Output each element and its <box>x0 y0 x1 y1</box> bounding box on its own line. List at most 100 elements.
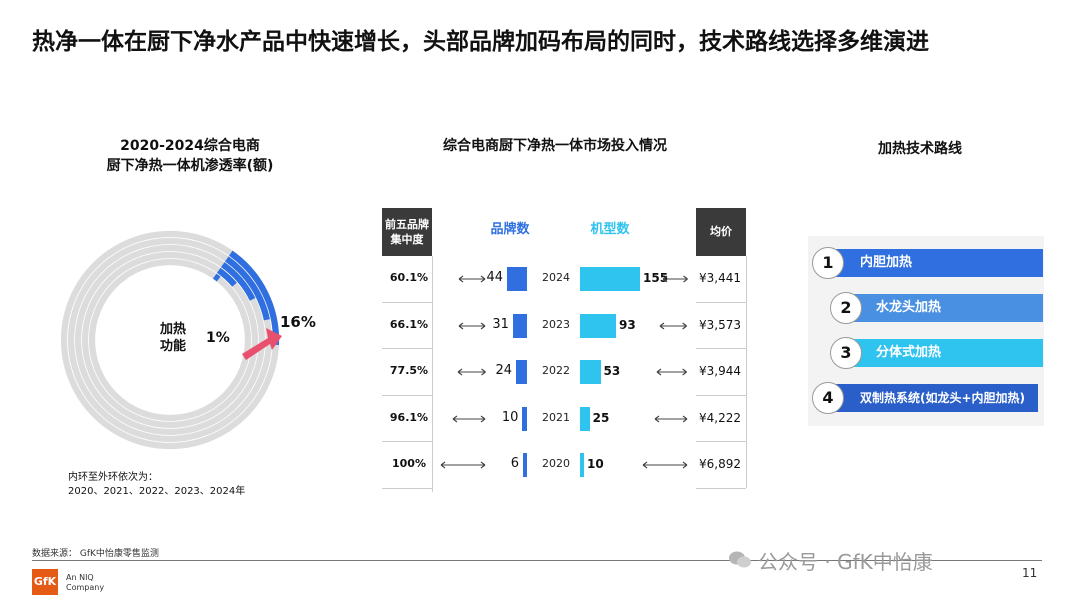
penetration-donut-chart <box>60 230 282 450</box>
tech-route-label: 水龙头加热 <box>876 300 942 315</box>
price-arrow-icon <box>660 322 688 330</box>
brand-count-label: 10 <box>501 409 519 425</box>
tech-route-label: 双制热系统(如龙头+内胆加热) <box>860 391 1026 405</box>
row-divider <box>696 301 746 303</box>
ring-track-2020 <box>88 258 252 422</box>
top5-concentration-value: 60.1% <box>389 271 429 285</box>
year-label: 2024 <box>542 271 570 285</box>
avg-price-value: ¥3,441 <box>699 271 741 286</box>
growth-arrow-icon <box>242 328 282 360</box>
price-arrow-icon <box>657 368 688 376</box>
donut-note-line1: 内环至外环依次为： <box>68 472 158 483</box>
data-source: 数据来源： GfK中怡康零售监测 <box>32 549 159 559</box>
row-divider <box>382 348 432 349</box>
footer-divider <box>32 560 1042 561</box>
ring-share-2024 <box>229 250 280 345</box>
header-brand-count: 品牌数 <box>490 222 530 237</box>
company-tagline: An NIQ Company <box>66 573 104 593</box>
model-count-bar <box>580 360 601 385</box>
avg-price-value: ¥6,892 <box>699 457 741 472</box>
model-count-label: 155 <box>643 271 669 286</box>
top5-concentration-value: 66.1% <box>389 317 429 331</box>
tech-route-title: 加热技术路线 <box>878 141 962 157</box>
avg-price-value: ¥3,944 <box>699 364 741 379</box>
year-label: 2023 <box>542 317 570 331</box>
row-divider <box>382 487 432 489</box>
header-conc-line2: 集中度 <box>390 233 424 246</box>
header-avg-price: 均价 <box>696 208 746 256</box>
table-divider-right <box>746 256 747 488</box>
model-count-label: 25 <box>592 410 610 425</box>
ring-share-2023 <box>224 256 270 321</box>
brand-count-label: 24 <box>495 363 513 379</box>
ring-share-2022 <box>220 262 256 301</box>
row-divider <box>382 394 432 396</box>
year-label: 2020 <box>542 457 570 471</box>
tech-route-bar-1: 内胆加热 <box>836 249 1043 277</box>
avg-price-value: ¥4,222 <box>699 410 741 425</box>
model-count-label: 10 <box>587 457 604 472</box>
tech-route-number-badge: 2 <box>830 292 862 324</box>
model-count-label: 93 <box>619 317 636 332</box>
top5-concentration-value: 100% <box>392 457 426 471</box>
concentration-arrow-icon <box>457 368 486 376</box>
model-count-bar <box>580 267 640 292</box>
price-arrow-icon <box>642 461 688 469</box>
row-divider <box>382 441 432 442</box>
header-top5-concentration: 前五品牌 集中度 <box>382 208 432 256</box>
watermark: 公众号 · GfK中怡康 <box>758 550 933 574</box>
year-label: 2022 <box>542 364 570 378</box>
inner-ring-value: 1% <box>206 330 230 346</box>
row-divider <box>696 348 746 349</box>
table-divider-left <box>432 256 433 492</box>
tech-route-label: 分体式加热 <box>876 345 942 360</box>
row-divider <box>382 301 432 303</box>
model-count-bar <box>580 453 584 478</box>
brand-count-bar <box>522 406 527 431</box>
donut-title-line2: 厨下净热一体机渗透率(额) <box>106 158 274 174</box>
tech-route-bar-4: 双制热系统(如龙头+内胆加热) <box>836 384 1038 412</box>
brand-count-label: 6 <box>510 456 519 472</box>
market-chart-title: 综合电商厨下净热一体市场投入情况 <box>443 138 667 154</box>
donut-center-line1: 加热 <box>160 322 187 337</box>
brand-count-label: 44 <box>486 270 503 286</box>
concentration-arrow-icon <box>458 275 486 283</box>
top5-concentration-value: 77.5% <box>389 364 429 378</box>
donut-center-line2: 功能 <box>160 339 187 354</box>
brand-count-bar <box>512 313 527 338</box>
header-conc-line1: 前五品牌 <box>385 218 429 231</box>
donut-title-line1: 2020-2024综合电商 <box>120 138 260 154</box>
top5-concentration-value: 96.1% <box>389 410 429 424</box>
donut-chart-title: 2020-2024综合电商 厨下净热一体机渗透率(额) <box>60 136 320 176</box>
tech-route-bar-3: 分体式加热 <box>852 339 1043 367</box>
model-count-bar <box>580 406 590 431</box>
company-line1: An NIQ <box>66 573 94 582</box>
concentration-arrow-icon <box>458 322 486 330</box>
row-divider <box>696 487 746 489</box>
outer-ring-value: 16% <box>280 313 316 331</box>
tech-route-bar-2: 水龙头加热 <box>852 294 1043 322</box>
brand-count-bar <box>507 267 527 292</box>
ring-share-2021 <box>216 267 237 287</box>
row-divider <box>696 394 746 396</box>
avg-price-value: ¥3,573 <box>699 317 741 332</box>
row-divider <box>696 441 746 442</box>
brand-count-bar <box>523 453 527 478</box>
ring-track-2021 <box>81 251 259 429</box>
concentration-arrow-icon <box>440 461 486 469</box>
price-arrow-icon <box>662 275 688 283</box>
concentration-arrow-icon <box>452 415 486 423</box>
donut-note: 内环至外环依次为： 2020、2021、2022、2023、2024年 <box>68 471 245 499</box>
ring-share-2020 <box>212 273 221 282</box>
tech-route-number-badge: 4 <box>812 382 844 414</box>
model-count-label: 53 <box>603 364 621 379</box>
tech-route-number-badge: 1 <box>812 247 844 279</box>
company-line2: Company <box>66 583 105 592</box>
wechat-icon <box>729 551 751 568</box>
tech-route-number-badge: 3 <box>830 337 862 369</box>
tech-route-label: 内胆加热 <box>860 255 913 270</box>
brand-count-label: 31 <box>492 316 509 332</box>
page-title: 热净一体在厨下净水产品中快速增长，头部品牌加码布局的同时，技术路线选择多维演进 <box>32 29 929 55</box>
donut-note-line2: 2020、2021、2022、2023、2024年 <box>68 486 246 497</box>
ring-track-2022 <box>74 244 266 436</box>
